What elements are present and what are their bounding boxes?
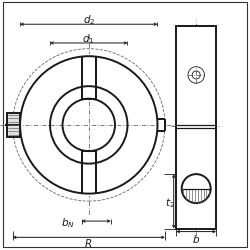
Bar (7, 113, 20, 137)
Text: $t_2$: $t_2$ (166, 197, 175, 210)
Text: $d_2$: $d_2$ (82, 13, 95, 27)
Bar (176, 26, 216, 228)
Text: R: R (85, 238, 92, 248)
Polygon shape (82, 151, 96, 196)
Text: b: b (193, 235, 200, 245)
Text: $b_N$: $b_N$ (61, 217, 74, 230)
Bar (158, 119, 165, 131)
Polygon shape (82, 54, 96, 99)
Text: $d_1$: $d_1$ (82, 32, 95, 46)
